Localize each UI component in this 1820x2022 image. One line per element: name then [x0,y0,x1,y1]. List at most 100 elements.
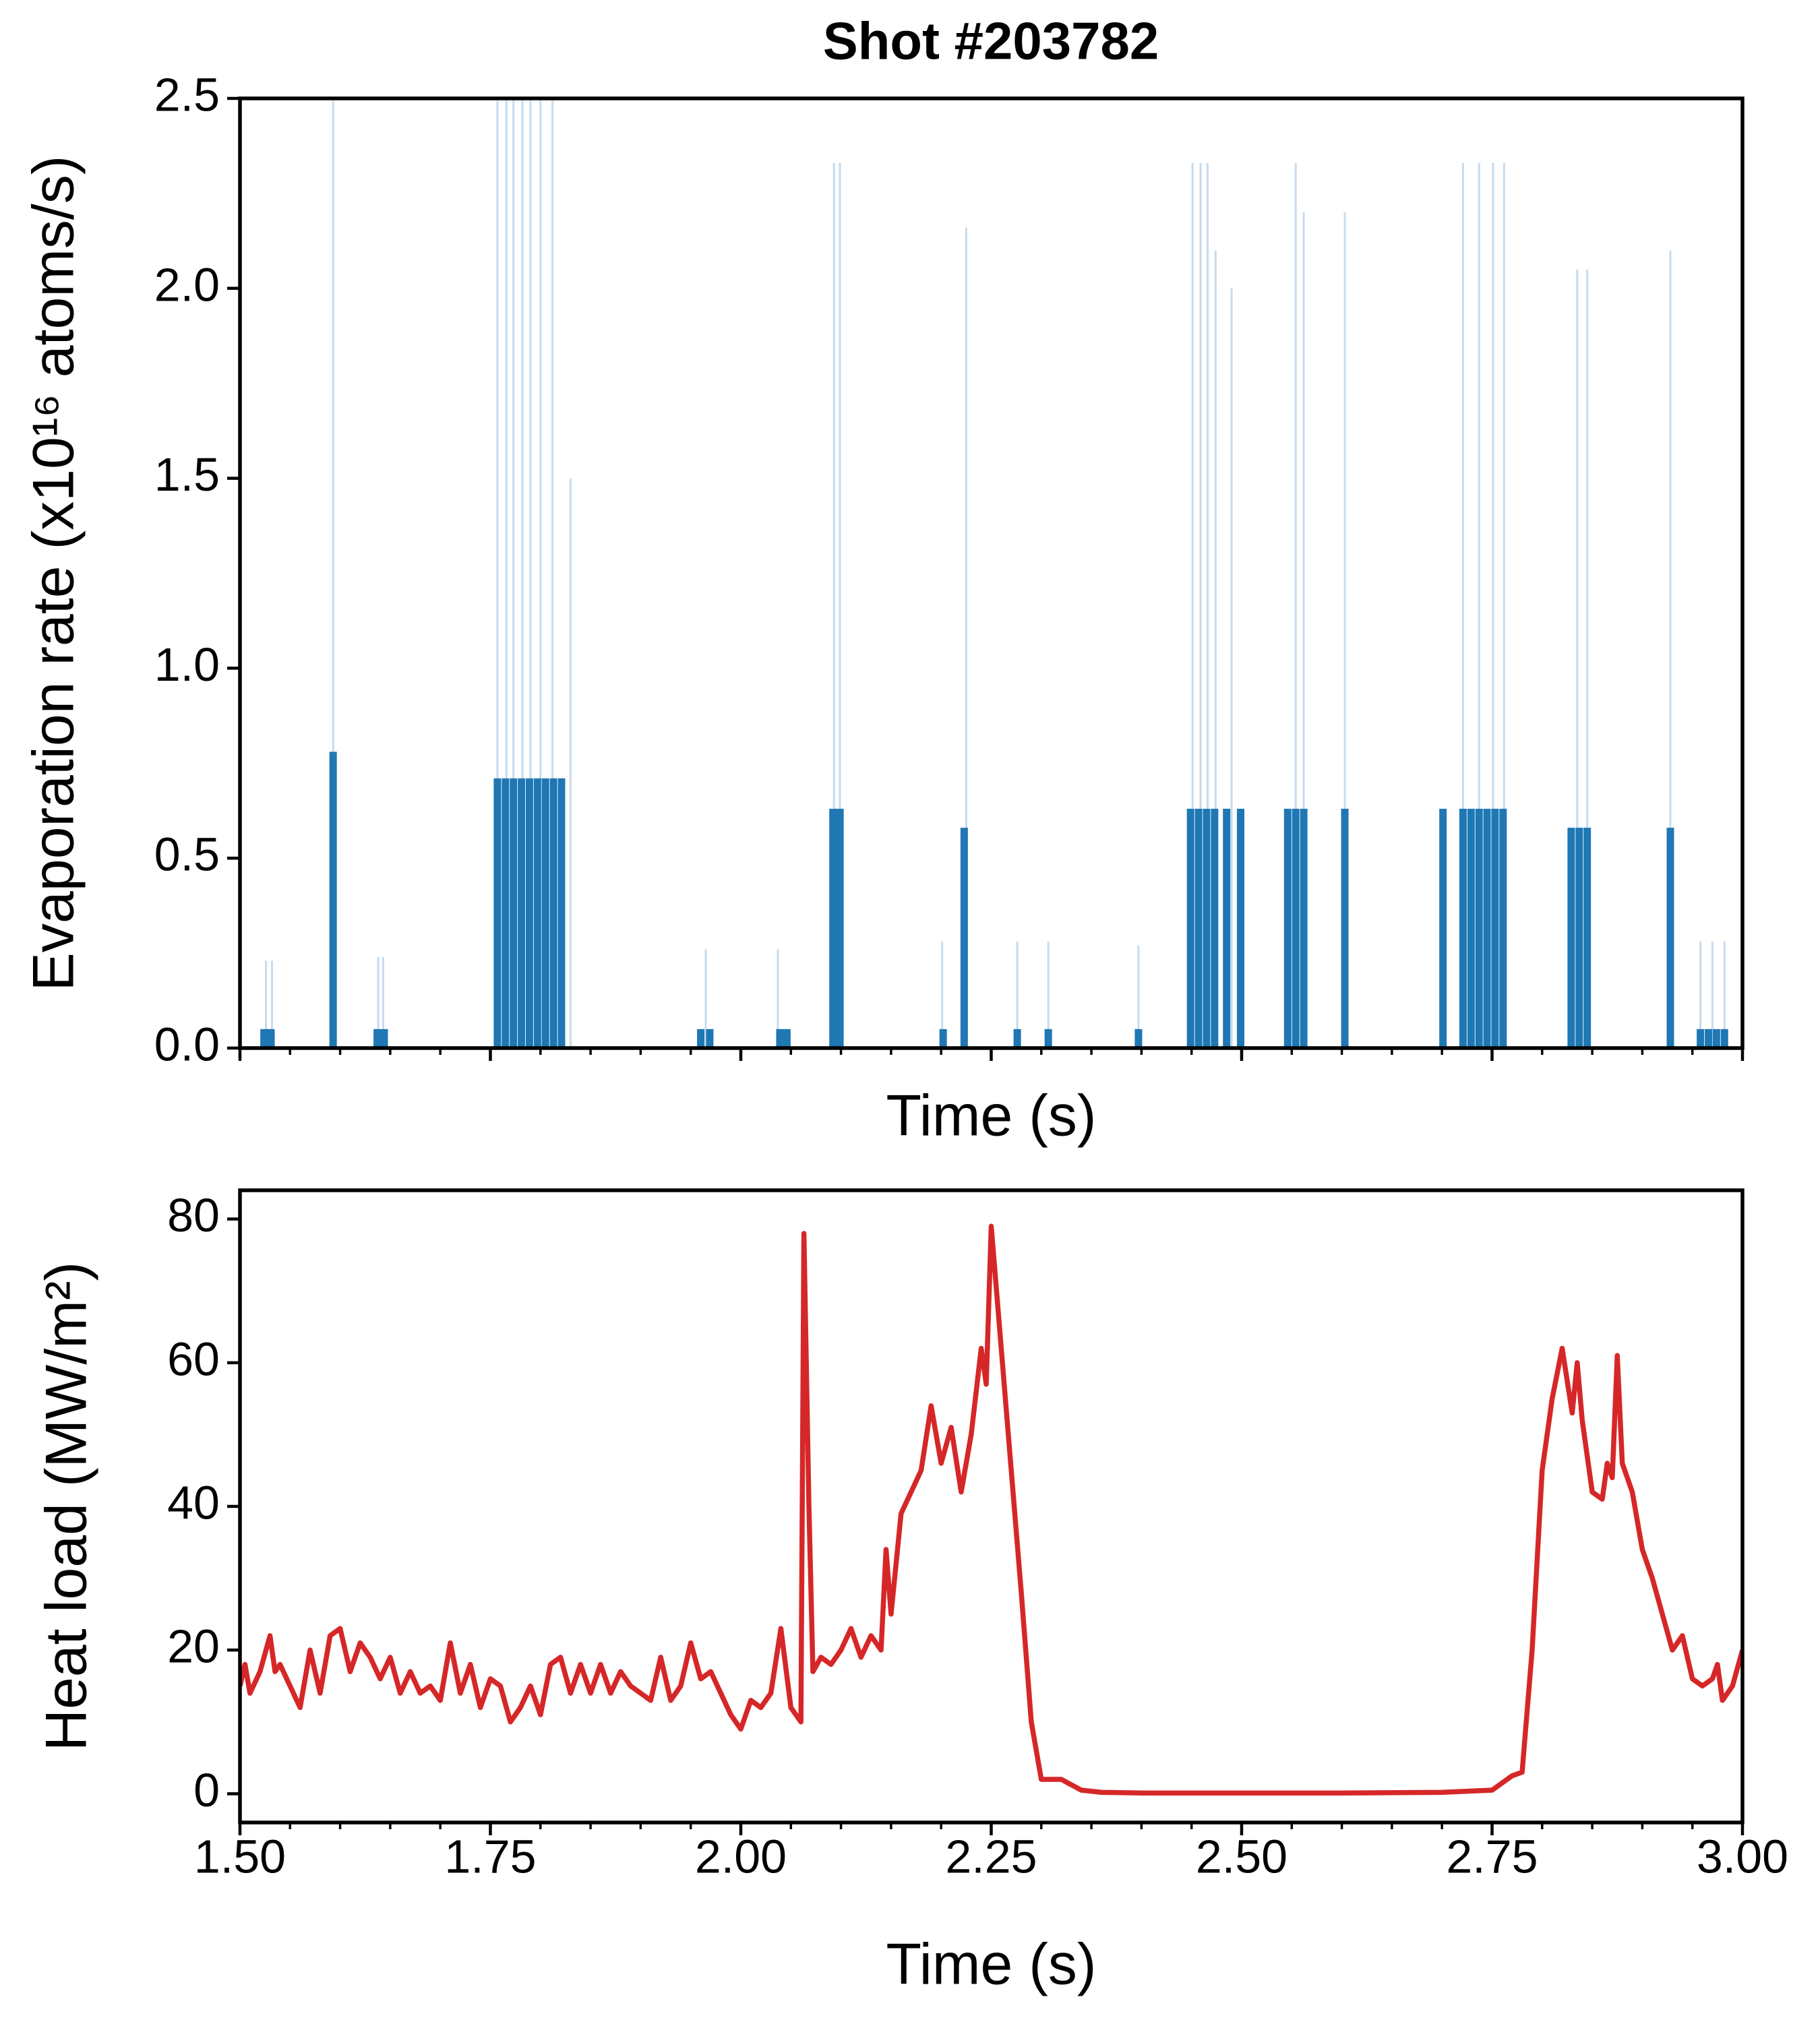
chart-title: Shot #203782 [823,11,1159,71]
y-axis-label: Heat load (MW/m²) [34,1262,99,1751]
x-tick-label: 2.25 [945,1830,1037,1882]
x-axis-label: Time (s) [886,1932,1096,1997]
bar [1343,212,1346,1048]
bar [1697,1029,1705,1048]
bar [512,98,515,1048]
bar [549,778,557,1048]
bar [529,98,532,1048]
bar [941,942,944,1048]
bar [1575,828,1583,1048]
bar [1199,162,1202,1048]
bar [939,1029,947,1048]
bar [1292,808,1300,1048]
plot-area [240,1223,1742,1796]
plot-area [240,98,1742,1048]
bar [1492,162,1494,1048]
x-tick-label: 2.50 [1196,1830,1287,1882]
bar [332,98,334,1048]
bar [1206,162,1209,1048]
y-tick-label: 60 [167,1332,220,1385]
y-tick-label: 80 [167,1189,220,1242]
bar [1186,808,1194,1048]
bar [373,1029,382,1048]
bar [1237,808,1245,1048]
bar [496,98,499,1048]
bar [1567,828,1575,1048]
bar [518,778,526,1048]
bar [1576,269,1579,1048]
bar [1203,808,1211,1048]
bar [960,828,968,1048]
bar [1211,808,1219,1048]
bar [1214,250,1217,1048]
bar [839,162,841,1048]
bar [1583,828,1591,1048]
bar [1503,162,1505,1048]
y-tick-label: 0.0 [154,1018,220,1070]
bar [329,752,337,1048]
y-tick-label: 1.0 [154,638,220,691]
bar [271,960,274,1048]
x-tick-label: 2.75 [1446,1830,1538,1882]
bar [510,778,518,1048]
bar [1586,269,1589,1048]
bar [1044,1029,1052,1048]
bar [1191,162,1194,1048]
bar [1223,808,1231,1048]
bar [1712,1029,1720,1048]
bar [1294,162,1297,1048]
x-tick-label: 1.50 [194,1830,286,1882]
bar [502,778,510,1048]
y-tick-label: 1.5 [154,448,220,501]
bar [521,98,524,1048]
bar [1711,942,1713,1048]
bar [1467,808,1475,1048]
y-axis-label: Evaporation rate (x10¹⁶ atoms/s) [22,156,86,991]
y-tick-label: 0 [193,1764,220,1816]
bar [377,956,380,1048]
bar [704,949,707,1048]
bar [539,98,542,1048]
y-tick-label: 20 [167,1620,220,1673]
heat-load-line [240,1223,1742,1796]
bar [1230,288,1233,1048]
bar [1283,808,1292,1048]
bar [1439,808,1447,1048]
bar [1478,162,1480,1048]
bar [1459,808,1467,1048]
bar [1300,808,1308,1048]
bar [533,778,541,1048]
x-axis-label: Time (s) [886,1084,1096,1148]
bar [697,1029,705,1048]
bar [1016,942,1019,1048]
bar [525,778,533,1048]
bar [1013,1029,1021,1048]
bar [265,960,268,1048]
bar [783,1029,791,1048]
bar [505,98,508,1048]
bar [1723,942,1726,1048]
bar [1704,1029,1712,1048]
bar [1720,1029,1728,1048]
bar [776,1029,784,1048]
bar [1341,808,1349,1048]
bar [836,808,844,1048]
bar [1461,162,1464,1048]
bar [1483,808,1491,1048]
bar [1134,1029,1143,1048]
y-tick-label: 40 [167,1476,220,1529]
bar [1499,808,1507,1048]
x-tick-label: 1.75 [444,1830,536,1882]
bar [493,778,502,1048]
x-tick-label: 2.00 [695,1830,787,1882]
bar [777,949,779,1048]
bar [829,808,837,1048]
bar [1047,942,1050,1048]
bar [1666,828,1674,1048]
y-tick-label: 0.5 [154,828,220,881]
bar [260,1029,268,1048]
bar [1669,250,1672,1048]
bar [1194,808,1203,1048]
